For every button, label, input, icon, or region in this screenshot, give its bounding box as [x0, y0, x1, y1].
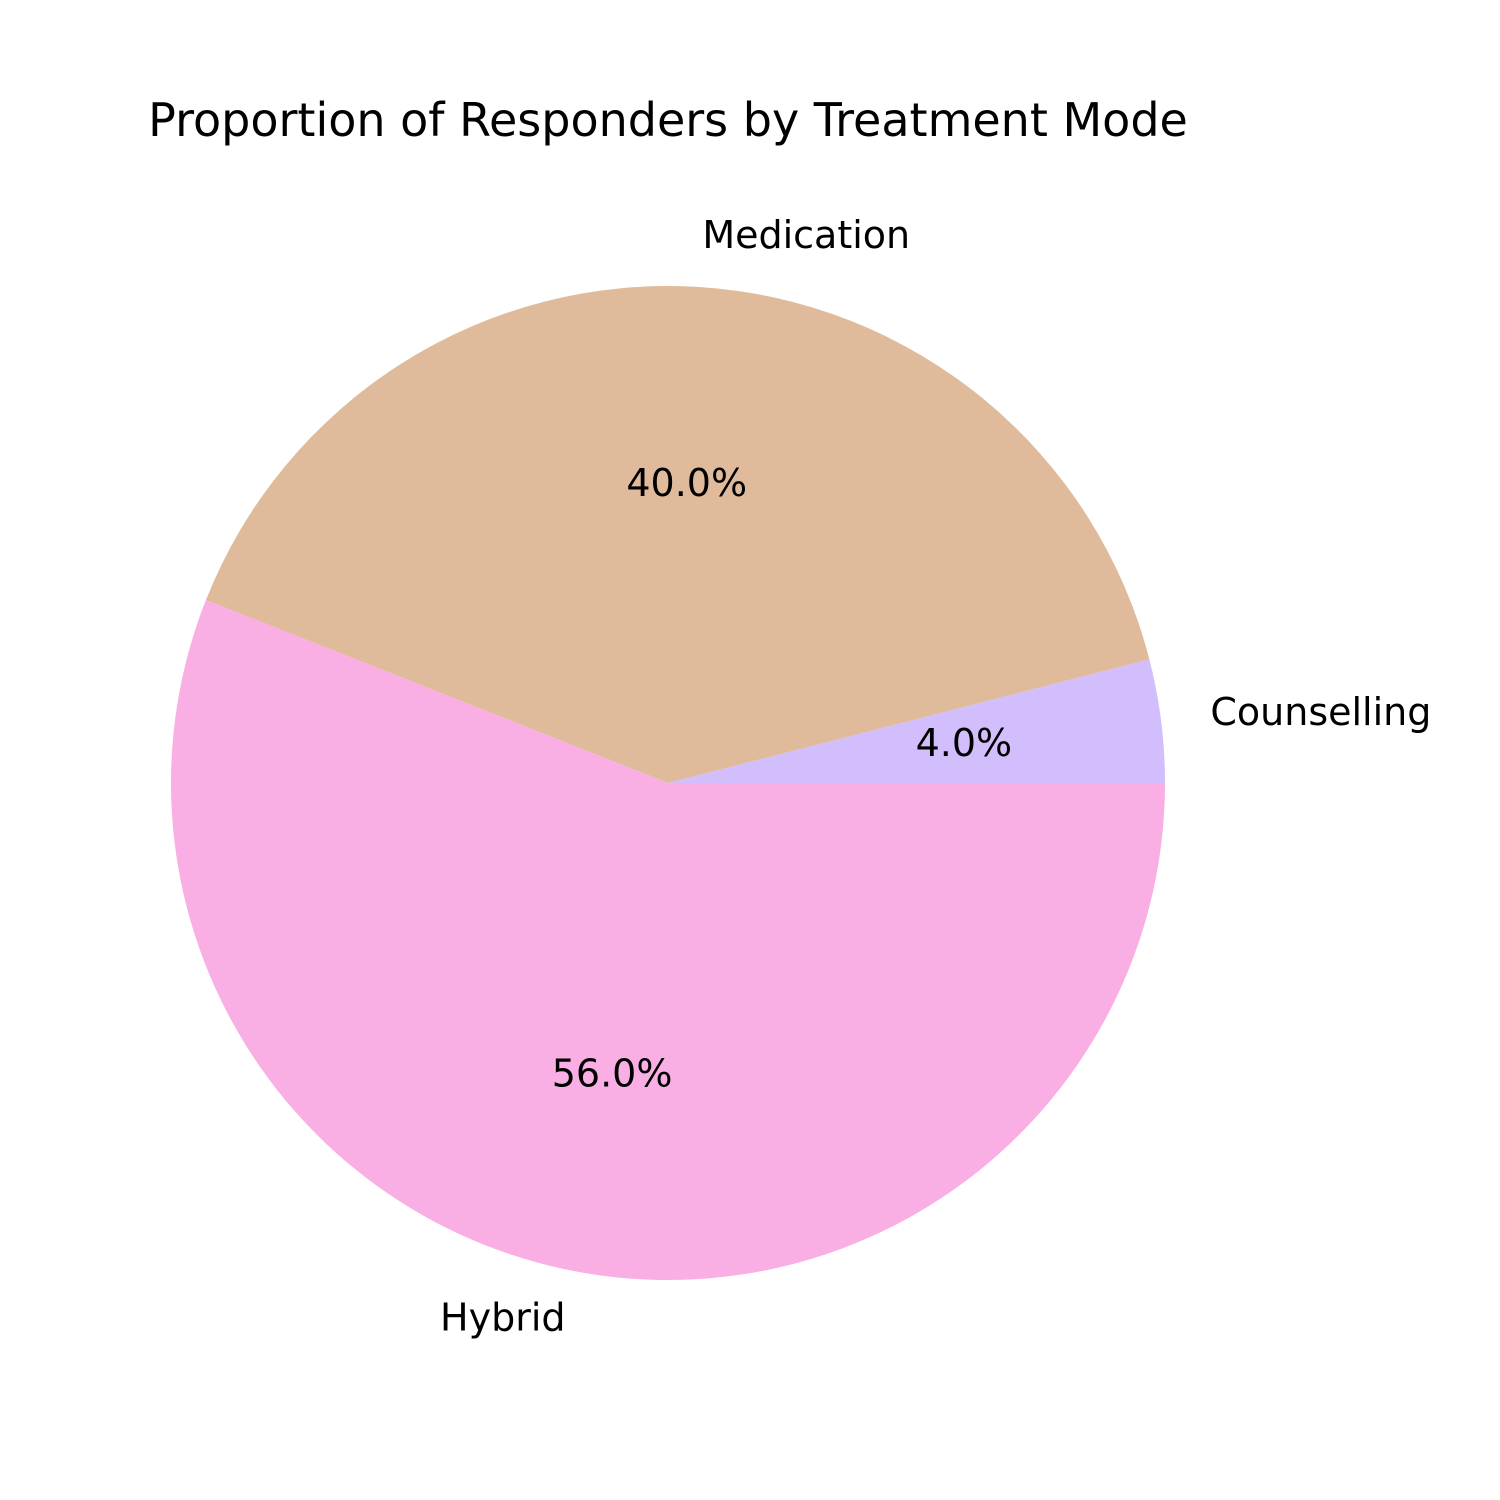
- pct-label-medication: 40.0%: [626, 461, 747, 505]
- pct-label-hybrid: 56.0%: [552, 1051, 673, 1095]
- pie-labels: Counselling 4.0% Medication 40.0% Hybrid 56.0…: [440, 213, 1431, 1340]
- chart-title: Proportion of Responders by Treatment Mo…: [148, 93, 1188, 147]
- pct-label-counselling: 4.0%: [916, 721, 1013, 765]
- pie-slices: [170, 286, 1165, 1281]
- slice-label-hybrid: Hybrid: [440, 1296, 566, 1340]
- slice-label-counselling: Counselling: [1210, 690, 1431, 734]
- pie-slice-medication: [205, 286, 1150, 783]
- pie-slice-counselling: [668, 659, 1165, 783]
- pie-slice-hybrid: [170, 600, 1165, 1281]
- slice-label-medication: Medication: [702, 213, 910, 257]
